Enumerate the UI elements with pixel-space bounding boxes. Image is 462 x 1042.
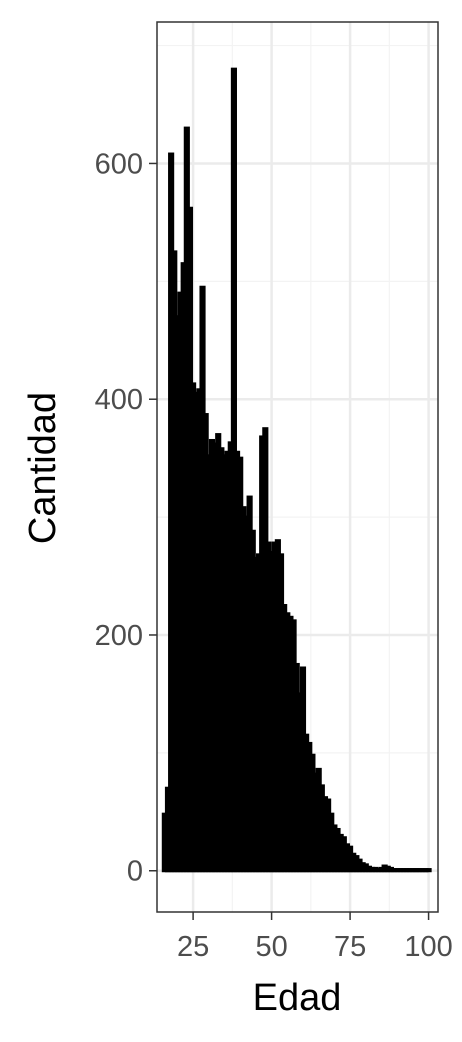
x-axis-title: Edad — [253, 977, 342, 1019]
x-tick-labels: 25 50 75 100 — [177, 931, 453, 963]
y-tick-label: 600 — [95, 148, 143, 180]
bars-group — [161, 67, 432, 873]
x-tick-label: 50 — [255, 931, 287, 963]
x-tick-label: 75 — [334, 931, 366, 963]
y-tick-label: 400 — [95, 384, 143, 416]
y-tick-label: 200 — [95, 620, 143, 652]
panel-border — [156, 21, 439, 913]
y-tick-labels: 0 200 400 600 — [95, 148, 143, 887]
x-tick-label: 25 — [177, 931, 209, 963]
y-tick-label: 0 — [127, 856, 143, 888]
y-axis-title: Cantidad — [22, 392, 64, 544]
axis-ticks — [149, 162, 430, 920]
x-tick-label: 100 — [404, 931, 452, 963]
bar — [425, 868, 432, 873]
